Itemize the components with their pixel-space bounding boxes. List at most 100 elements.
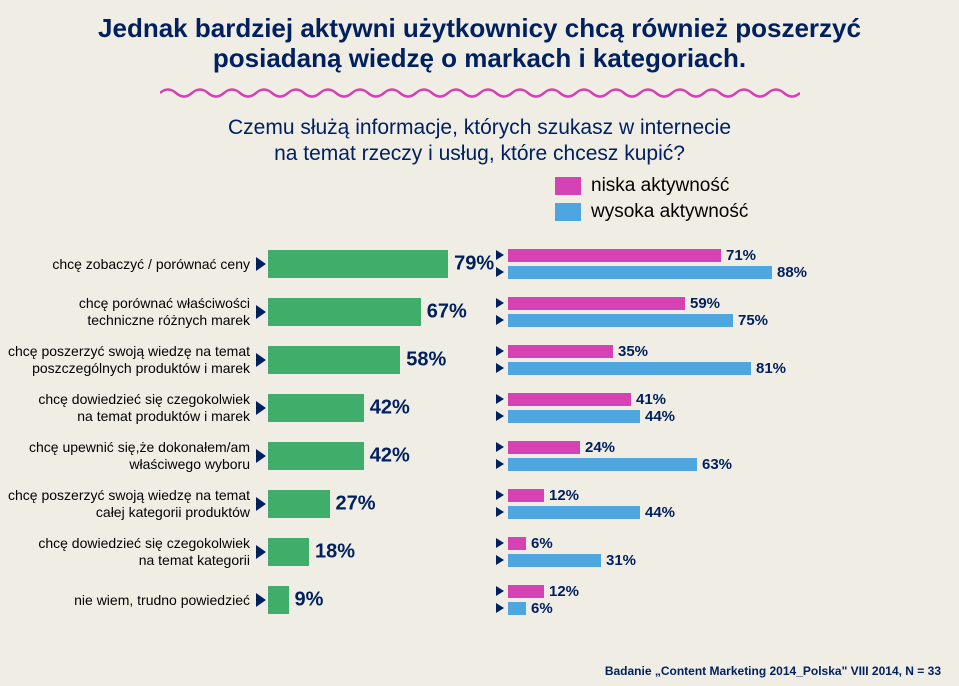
wavy-divider [0,86,959,105]
left-bar-area: 27% [256,482,496,526]
triangle-icon [496,394,504,404]
high-pct: 31% [606,552,636,569]
right-bar-area: 24% 63% [496,434,946,478]
subtitle: Czemu służą informacje, których szukasz … [0,115,959,178]
triangle-icon [256,545,266,559]
triangle-icon [256,497,266,511]
high-activity-bar [508,602,526,615]
high-pct: 6% [531,600,553,617]
left-bar-area: 18% [256,530,496,574]
green-bar [268,346,400,374]
bar-chart: chcę zobaczyć / porównać ceny79%71%88%ch… [0,242,959,622]
high-pct: 81% [756,360,786,377]
low-pct: 12% [549,583,579,600]
green-pct: 9% [295,589,324,612]
left-bar-area: 42% [256,434,496,478]
green-pct: 79% [454,253,494,276]
green-bar [268,538,309,566]
green-pct: 27% [336,493,376,516]
low-pct: 41% [636,391,666,408]
triangle-icon [496,315,504,325]
high-activity-bar [508,506,640,519]
low-activity-bar [508,489,544,502]
high-activity-bar [508,554,601,567]
chart-row: chcę porównać właściwościtechniczne różn… [0,290,959,334]
green-bar [268,298,421,326]
legend-label-low: niska aktywność [591,175,729,197]
triangle-icon [496,555,504,565]
triangle-icon [256,401,266,415]
low-activity-bar [508,585,544,598]
row-label: chcę porównać właściwościtechniczne różn… [0,295,256,328]
triangle-icon [496,298,504,308]
chart-row: chcę upewnić się,że dokonałem/amwłaściwe… [0,434,959,478]
high-activity-bar [508,410,640,423]
subtitle-line-1: Czemu służą informacje, których szukasz … [228,116,731,139]
green-pct: 42% [370,397,410,420]
triangle-icon [496,442,504,452]
chart-row: chcę zobaczyć / porównać ceny 79%71%88% [0,242,959,286]
triangle-icon [496,490,504,500]
high-activity-bar [508,458,697,471]
chart-row: nie wiem, trudno powiedzieć9%12%6% [0,578,959,622]
left-bar-area: 67% [256,290,496,334]
green-pct: 67% [427,301,467,324]
chart-row: chcę dowiedzieć się czegokolwiekna temat… [0,386,959,430]
legend-item-high: wysoka aktywność [555,201,748,223]
triangle-icon [256,593,266,607]
high-pct: 75% [738,312,768,329]
triangle-icon [256,257,266,271]
high-activity-bar [508,314,733,327]
low-activity-bar [508,345,613,358]
chart-row: chcę poszerzyć swoją wiedzę na tematcałe… [0,482,959,526]
legend-item-low: niska aktywność [555,175,748,197]
triangle-icon [496,538,504,548]
chart-row: chcę dowiedzieć się czegokolwiekna temat… [0,530,959,574]
high-pct: 44% [645,408,675,425]
high-pct: 44% [645,504,675,521]
right-bar-area: 59%75% [496,290,946,334]
left-bar-area: 79% [256,242,496,286]
green-pct: 18% [315,541,355,564]
triangle-icon [496,363,504,373]
right-bar-area: 12% 44% [496,482,946,526]
title-line-1: Jednak bardziej aktywni użytkownicy chcą… [98,13,861,43]
triangle-icon [496,250,504,260]
legend-label-high: wysoka aktywność [591,201,748,223]
triangle-icon [496,459,504,469]
high-activity-bar [508,362,751,375]
source-citation: Badanie „Content Marketing 2014_Polska" … [605,664,941,678]
low-activity-bar [508,537,526,550]
subtitle-line-2: na temat rzeczy i usług, które chcesz ku… [274,142,685,165]
row-label: chcę dowiedzieć się czegokolwiekna temat… [0,391,256,424]
high-pct: 63% [702,456,732,473]
triangle-icon [496,586,504,596]
green-bar [268,442,364,470]
green-bar [268,586,289,614]
triangle-icon [256,305,266,319]
low-pct: 24% [585,439,615,456]
green-bar [268,250,448,278]
legend-swatch-high [555,203,581,221]
row-label: chcę upewnić się,że dokonałem/amwłaściwe… [0,439,256,472]
right-bar-area: 12%6% [496,578,946,622]
legend-swatch-low [555,177,581,195]
triangle-icon [496,267,504,277]
triangle-icon [496,411,504,421]
low-pct: 12% [549,487,579,504]
row-label: chcę poszerzyć swoją wiedzę na tematcałe… [0,487,256,520]
right-bar-area: 6% 31% [496,530,946,574]
low-pct: 6% [531,535,553,552]
page-title: Jednak bardziej aktywni użytkownicy chcą… [0,0,959,84]
right-bar-area: 71%88% [496,242,946,286]
low-activity-bar [508,393,631,406]
triangle-icon [496,603,504,613]
row-label: chcę dowiedzieć się czegokolwiekna temat… [0,535,256,568]
row-label: chcę zobaczyć / porównać ceny [0,256,256,273]
row-label: chcę poszerzyć swoją wiedzę na tematposz… [0,343,256,376]
low-pct: 71% [726,247,756,264]
title-line-2: posiadaną wiedzę o markach i kategoriach… [213,43,746,73]
high-activity-bar [508,266,772,279]
legend: niska aktywność wysoka aktywność [555,175,748,227]
right-bar-area: 35%81% [496,338,946,382]
